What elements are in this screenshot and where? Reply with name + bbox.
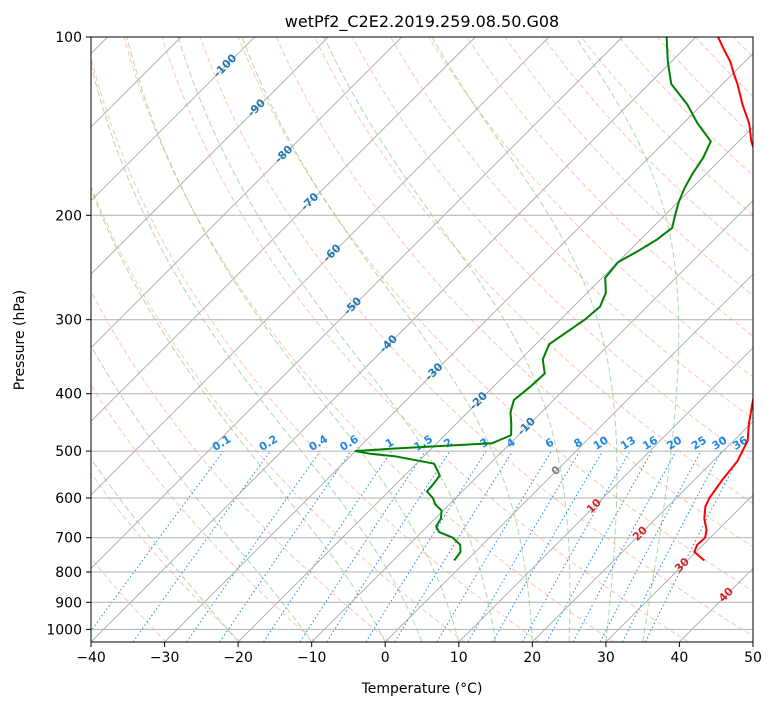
moist-adiabat [91, 345, 313, 642]
x-tick-label: 0 [381, 650, 390, 666]
isotherm-line [91, 37, 403, 349]
dry-adiabat [390, 37, 753, 420]
isotherm-line [605, 494, 753, 642]
y-tick-label: 800 [55, 565, 82, 581]
isotherm-line [237, 126, 753, 642]
y-tick-label: 300 [55, 313, 82, 329]
y-tick-label: 400 [55, 387, 82, 403]
mixing-ratio-lines [91, 450, 743, 642]
moist-adiabat [177, 37, 497, 642]
mixing-ratio-line [91, 450, 224, 632]
dry-adiabat [618, 37, 753, 177]
moist-adiabat [91, 62, 423, 642]
dewpoint-profile [354, 37, 712, 562]
mixing-ratio-line [326, 450, 451, 642]
moist-adiabat [126, 37, 460, 642]
x-tick-label: 50 [744, 650, 762, 666]
x-tick-label: −20 [223, 650, 253, 666]
isotherm-line [311, 199, 753, 642]
isotherm-grid [91, 37, 753, 642]
dry-adiabat [91, 290, 391, 642]
mixing-ratio-line [299, 450, 426, 642]
plot-frame [90, 36, 754, 643]
mixing-ratio-line [219, 450, 352, 642]
mixing-ratio-line [186, 450, 321, 642]
y-tick-label: 100 [55, 30, 82, 46]
dry-adiabat [91, 472, 242, 642]
y-tick-label: 600 [55, 491, 82, 507]
isotherm-line [91, 37, 623, 570]
x-tick-label: 40 [670, 650, 688, 666]
y-tick-label: 200 [55, 208, 82, 224]
dry-adiabat [91, 56, 540, 642]
isotherm-line [164, 52, 753, 642]
dry-adiabats [91, 37, 753, 642]
isotherm-line [458, 347, 753, 642]
sounding-profiles [354, 37, 753, 562]
x-tick-label: −10 [297, 650, 327, 666]
x-axis-label: Temperature (°C) [361, 681, 483, 697]
y-axis-label: Pressure (hPa) [12, 290, 28, 390]
isotherm-line [91, 37, 256, 202]
temperature-profile [693, 37, 753, 562]
dry-adiabat [314, 37, 753, 505]
isotherm-line [91, 37, 697, 642]
moist-adiabat [575, 37, 680, 642]
isobar-grid [91, 37, 753, 630]
y-tick-label: 500 [55, 444, 82, 460]
isotherm-line [531, 420, 753, 642]
mixing-ratio-line [572, 450, 677, 642]
moist-adiabat [241, 37, 533, 642]
dry-adiabat [275, 37, 753, 548]
dry-adiabat [123, 37, 614, 642]
moist-adiabat [323, 37, 571, 642]
dry-adiabat [352, 37, 753, 462]
chart-title: wetPf2_C2E2.2019.259.08.50.G08 [285, 12, 559, 32]
plot-area: -100-90-80-70-60-50-40-30-20-10010203040… [91, 37, 753, 642]
y-tick-label: 1000 [46, 622, 82, 638]
x-tick-label: 10 [450, 650, 468, 666]
dry-adiabat [199, 37, 753, 637]
dry-adiabat [91, 384, 316, 642]
x-tick-label: −30 [150, 650, 180, 666]
mixing-ratio-line [263, 450, 392, 642]
mixing-ratio-line [132, 450, 271, 642]
moist-adiabat [91, 457, 239, 642]
y-axis-ticks: 100 200 300 400 500 600 700 800 900 1000 [46, 30, 91, 638]
x-tick-label: −40 [76, 650, 106, 666]
isotherm-line [91, 37, 329, 275]
y-tick-label: 900 [55, 595, 82, 611]
moist-adiabat [91, 188, 386, 642]
x-tick-label: 20 [523, 650, 541, 666]
isotherm-line [91, 37, 476, 423]
x-tick-label: 30 [597, 650, 615, 666]
mixing-ratio-line [644, 450, 743, 642]
mixing-ratio-line [394, 450, 514, 642]
dry-adiabat [237, 37, 753, 592]
y-tick-label: 700 [55, 531, 82, 547]
mixing-ratio-line [546, 450, 653, 642]
dry-adiabat [580, 37, 753, 216]
mixing-ratio-line [522, 450, 631, 642]
isotherm-line [91, 37, 550, 496]
isotherm-line [384, 273, 753, 642]
dry-adiabat [466, 37, 753, 337]
x-axis-ticks: −40 −30 −20 −10 0 10 20 30 40 50 [76, 642, 762, 666]
moist-adiabats [91, 37, 680, 642]
moist-adiabat [431, 37, 618, 642]
dry-adiabat [504, 37, 753, 296]
